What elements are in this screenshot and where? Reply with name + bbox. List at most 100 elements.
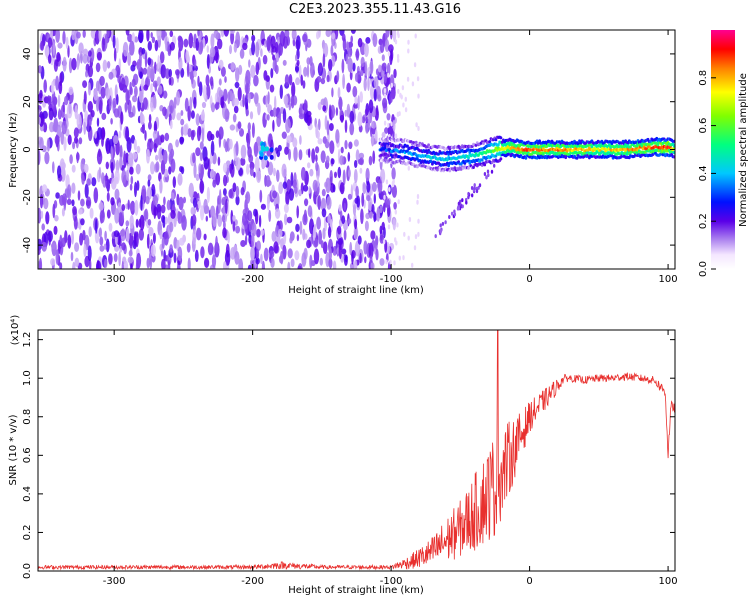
spectrogram-cell bbox=[95, 218, 98, 234]
spectrogram-cell bbox=[113, 47, 117, 62]
spectrogram-cell bbox=[345, 53, 349, 65]
spectrogram-cell bbox=[383, 93, 387, 99]
spectrogram-cell bbox=[300, 167, 306, 181]
spectrogram-cell bbox=[50, 258, 56, 266]
spectrogram-cell bbox=[383, 239, 386, 245]
spectrogram-cell bbox=[47, 230, 53, 243]
spectrogram-cell bbox=[163, 231, 169, 246]
spectrogram-cell bbox=[100, 86, 106, 99]
snr-x-label: Height of straight line (km) bbox=[288, 585, 424, 596]
spectrogram-cell bbox=[135, 260, 139, 269]
spectrogram-cell bbox=[159, 51, 165, 64]
spectrogram-cell bbox=[343, 202, 346, 211]
spectrogram-cell bbox=[78, 137, 83, 145]
x-tick-label: -300 bbox=[103, 576, 126, 587]
y-tick-label: 0.2 bbox=[22, 524, 33, 540]
spectrogram-cell bbox=[99, 236, 104, 246]
spectrogram-cell bbox=[346, 103, 351, 118]
spectrogram-cell bbox=[96, 51, 102, 61]
spectrogram-cell bbox=[108, 253, 113, 265]
spectrogram-cell bbox=[318, 118, 321, 131]
spectrogram-cell bbox=[377, 179, 383, 194]
spectrogram-cell bbox=[112, 34, 116, 49]
spectrogram-cell bbox=[152, 194, 159, 206]
spectrogram-cell bbox=[406, 76, 410, 82]
spectrogram-cell bbox=[368, 155, 373, 166]
spectrogram-cell bbox=[251, 122, 255, 138]
spectrogram-cell bbox=[286, 135, 292, 144]
spectrogram-cell bbox=[591, 149, 595, 153]
spectrogram-cell bbox=[399, 92, 402, 98]
spectrogram-cell bbox=[394, 39, 398, 45]
spectrogram-cell bbox=[218, 89, 224, 98]
snr-frame bbox=[37, 329, 676, 572]
spectrogram-cell bbox=[302, 80, 306, 89]
spectrogram-cell bbox=[368, 242, 374, 259]
x-tick-label: -200 bbox=[241, 576, 264, 587]
spectrogram-cell bbox=[169, 30, 174, 37]
spectrogram-cell bbox=[242, 42, 248, 51]
colorbar-tick-label: 0.8 bbox=[698, 70, 709, 86]
spectrogram-cell bbox=[416, 199, 419, 205]
spectrogram-cell bbox=[251, 41, 256, 56]
spectrogram-cell bbox=[185, 50, 190, 62]
spectrogram-cell bbox=[128, 111, 134, 118]
spectrogram-cell bbox=[332, 184, 336, 193]
spectrogram-cell bbox=[372, 33, 378, 48]
spectrogram-cell bbox=[237, 87, 242, 101]
spectrogram-cell bbox=[191, 214, 197, 227]
spectrogram-cell bbox=[131, 78, 136, 88]
spectrogram-cell bbox=[341, 215, 346, 225]
spectrogram-cell bbox=[391, 182, 395, 188]
spectrogram-cell bbox=[438, 166, 442, 170]
spectrogram-cell bbox=[363, 240, 368, 255]
spectrogram-cell bbox=[74, 136, 78, 144]
spectrogram-cell bbox=[86, 196, 92, 209]
spectrogram-cell bbox=[355, 48, 360, 61]
spectrogram-cell bbox=[295, 223, 300, 233]
spectrogram-cell bbox=[320, 240, 324, 249]
spectrogram-cell bbox=[272, 54, 276, 61]
spectrogram-cell bbox=[114, 169, 120, 185]
spectrogram-cell bbox=[170, 158, 176, 173]
spectrogram-cell bbox=[331, 32, 336, 40]
spectrogram-cell bbox=[121, 169, 127, 184]
spectrogram-cell bbox=[41, 241, 47, 252]
spectrogram-cell bbox=[247, 122, 251, 132]
colorbar-tick-label: 0.2 bbox=[698, 213, 709, 229]
spectrogram-cell bbox=[326, 120, 330, 136]
spectrogram-cell bbox=[155, 154, 159, 161]
spectrogram-cell bbox=[223, 174, 228, 187]
spectrogram-cell bbox=[42, 110, 48, 119]
spectrogram-cell bbox=[407, 165, 410, 171]
spectrogram-cell bbox=[78, 42, 84, 55]
spectrogram-cell bbox=[524, 156, 528, 160]
snr-panel: -300 -200 -100 0 100 0.0 0.2 0.4 0.6 0.8 1.0 1.2 H… bbox=[8, 315, 678, 596]
spectrogram-cell bbox=[350, 35, 354, 43]
spectrogram-cell bbox=[348, 41, 353, 48]
spectrogram-cell bbox=[266, 179, 272, 187]
spectrogram-cell bbox=[278, 181, 284, 194]
x-tick-label: -100 bbox=[380, 576, 403, 587]
spectrogram-cell bbox=[229, 44, 232, 55]
spectrogram-cell bbox=[212, 212, 217, 228]
x-tick-label: 100 bbox=[659, 576, 678, 587]
spectrogram-cell bbox=[354, 160, 358, 168]
spectrogram-cell bbox=[113, 230, 120, 238]
spectrogram-cell bbox=[387, 72, 390, 78]
spectrogram-cell bbox=[115, 234, 118, 246]
spectrogram-cell bbox=[73, 127, 79, 138]
spectrogram-cell bbox=[650, 150, 654, 154]
spectrogram-cell bbox=[59, 262, 63, 269]
spectrogram-cell bbox=[130, 64, 136, 72]
spectrogram-cell bbox=[289, 236, 293, 244]
spectrogram-cell bbox=[392, 119, 396, 132]
spectrogram-cell bbox=[66, 198, 72, 205]
spectrogram-cell bbox=[347, 151, 351, 162]
spectrogram-cell bbox=[282, 59, 287, 66]
spectrogram-cell bbox=[238, 258, 244, 269]
spectrogram-cell bbox=[260, 229, 265, 236]
y-tick-label: 0.6 bbox=[22, 447, 33, 463]
spectrogram-cell bbox=[383, 88, 387, 94]
